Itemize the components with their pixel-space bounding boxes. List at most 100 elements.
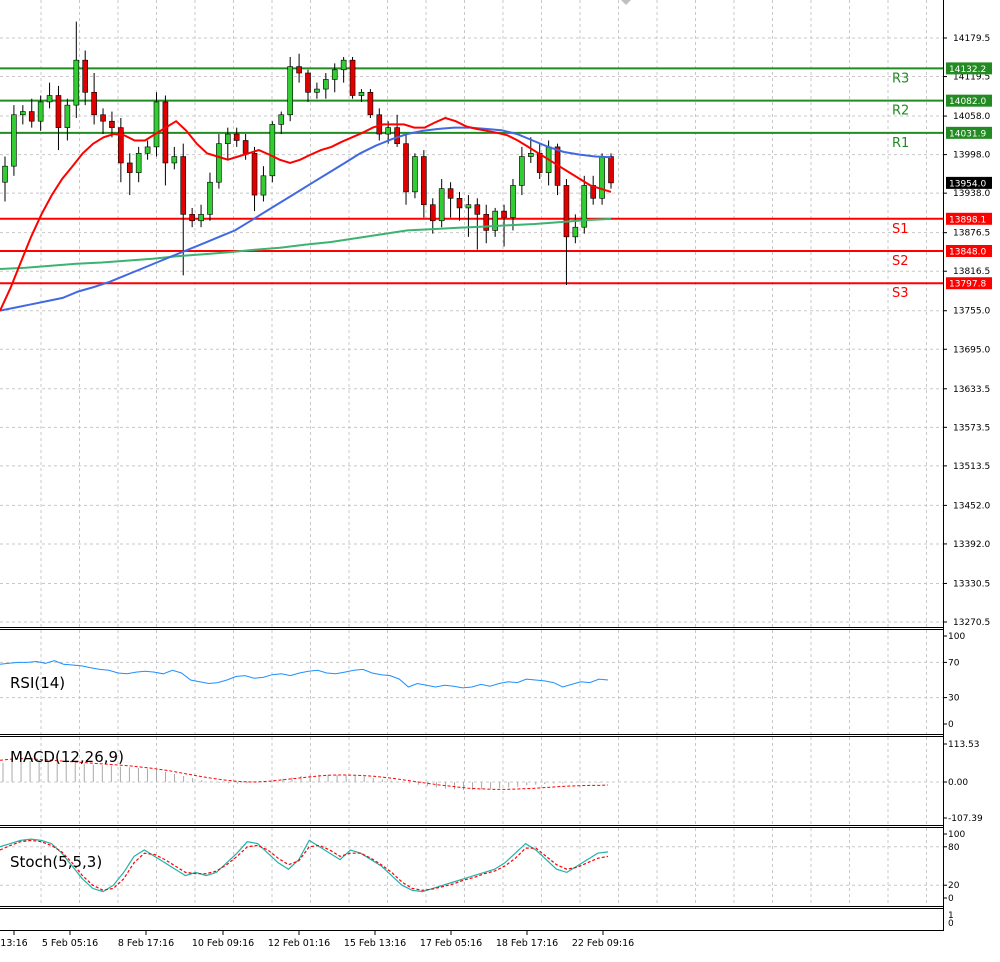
candle-body [11, 114, 17, 167]
time-tick-label: 22 Feb 09:16 [572, 938, 634, 949]
price-tick-label: 13330.5 [953, 579, 990, 589]
candle-body [599, 156, 605, 199]
candle-body [91, 91, 97, 116]
stoch-k-line [0, 838, 609, 893]
price-tick-label: 14179.5 [953, 34, 990, 44]
candle-body [126, 162, 133, 173]
time-tick-label: 10 Feb 09:16 [192, 938, 254, 949]
candle-body [305, 72, 311, 93]
level-badge-text-r3: 14132.2 [949, 65, 986, 75]
scroll-marker-icon [621, 0, 631, 5]
current-price-text: 13954.0 [949, 179, 986, 189]
candle-body [153, 101, 160, 148]
rsi-tick-label: 30 [948, 694, 960, 704]
main-grid [0, 0, 943, 627]
time-tick-label: 13:16 [0, 938, 27, 949]
level-name-r1: R1 [892, 136, 909, 151]
candle-body [260, 175, 267, 196]
candle-body [233, 133, 240, 141]
level-badge-s1 [946, 212, 992, 225]
extra-tick-label: 1 [948, 911, 954, 921]
candle-body [64, 104, 71, 128]
candle-body [224, 133, 231, 144]
time-tick-label: 18 Feb 17:16 [496, 938, 558, 949]
rsi-tick-label: 100 [948, 632, 965, 642]
candle-body [20, 111, 26, 116]
price-tick-label: 13392.0 [953, 540, 990, 550]
level-name-s1: S1 [892, 222, 909, 237]
level-name-r3: R3 [892, 71, 909, 86]
candle-body [394, 127, 400, 144]
candle-body [118, 127, 124, 164]
stoch-tick-label: 0 [948, 894, 954, 904]
candle-body [216, 143, 222, 183]
candle-body [135, 153, 142, 173]
ma-red-line [0, 116, 612, 312]
stoch-tick-label: 20 [948, 881, 960, 891]
macd-tick-label: -107.39 [948, 814, 983, 824]
ma-green-line [0, 217, 612, 270]
price-tick-label: 13270.5 [953, 618, 990, 628]
level-badge-text-s3: 13797.8 [949, 280, 986, 290]
price-tick-label: 13452.0 [953, 501, 990, 511]
candle-body [109, 120, 115, 128]
candle-body [296, 66, 302, 74]
level-badge-r3 [946, 62, 992, 75]
stoch-label: Stoch(5,5,3) [10, 853, 102, 871]
level-badge-text-s2: 13848.0 [949, 247, 986, 257]
macd-histogram [2, 760, 609, 791]
level-badge-s3 [946, 277, 992, 290]
candle-body [474, 204, 481, 215]
candle-body [608, 156, 614, 184]
candle-body [492, 210, 498, 231]
candle-body [323, 79, 329, 90]
price-axis: 14179.5 14119.5 14058.0 13998.0 13938.0 13876… [943, 34, 990, 628]
stoch-tick-label: 80 [948, 843, 960, 853]
level-badge-text-r2: 14082.0 [949, 97, 986, 107]
candle-body [287, 66, 293, 116]
price-tick-label: 13755.0 [953, 307, 990, 317]
candle-body [251, 153, 258, 196]
candle-body [367, 91, 374, 116]
stoch-axis: 100 80 20 0 [943, 830, 965, 904]
rsi-line [0, 660, 609, 689]
candle-body [162, 101, 169, 164]
candle-body [269, 124, 276, 177]
time-tick-label: 8 Feb 17:16 [118, 938, 174, 949]
candle-body [572, 226, 579, 238]
current-price-badge [946, 176, 992, 189]
candle-body [2, 165, 8, 183]
candle-body [100, 114, 106, 122]
candle-body [180, 156, 187, 215]
level-name-s2: S2 [892, 254, 909, 269]
time-axis: 13:16 5 Feb 05:16 8 Feb 17:16 10 Feb 09:16 1… [0, 931, 634, 949]
macd-tick-label: 0.00 [948, 778, 968, 788]
candle-body [429, 204, 436, 222]
price-tick-label: 13573.5 [953, 423, 990, 433]
stoch-tick-label: 100 [948, 830, 965, 840]
macd-label: MACD(12,26,9) [10, 748, 124, 766]
price-tick-label: 13695.0 [953, 345, 990, 355]
candlesticks [2, 21, 614, 286]
candle-body [447, 188, 454, 199]
candle-body [242, 140, 249, 154]
price-tick-label: 14119.5 [953, 73, 990, 83]
price-tick-label: 13816.5 [953, 267, 990, 277]
candle-body [403, 143, 409, 193]
candle-body [465, 204, 472, 209]
level-name-r2: R2 [892, 104, 909, 119]
macd-signal-line [0, 758, 609, 790]
rsi-tick-label: 70 [948, 658, 960, 668]
candle-body [563, 185, 570, 238]
rsi-tick-label: 0 [948, 720, 954, 730]
candle-body [198, 214, 204, 222]
level-badge-text-r1: 14031.9 [949, 129, 986, 139]
level-badge-r1 [946, 126, 992, 139]
candle-body [144, 146, 151, 154]
extra-tick-label: 0 [948, 919, 954, 929]
time-tick-label: 5 Feb 05:16 [42, 938, 98, 949]
candle-body [438, 188, 445, 222]
stoch-d-line [0, 839, 609, 891]
candle-body [510, 185, 516, 218]
level-badge-text-s1: 13898.1 [949, 215, 986, 225]
